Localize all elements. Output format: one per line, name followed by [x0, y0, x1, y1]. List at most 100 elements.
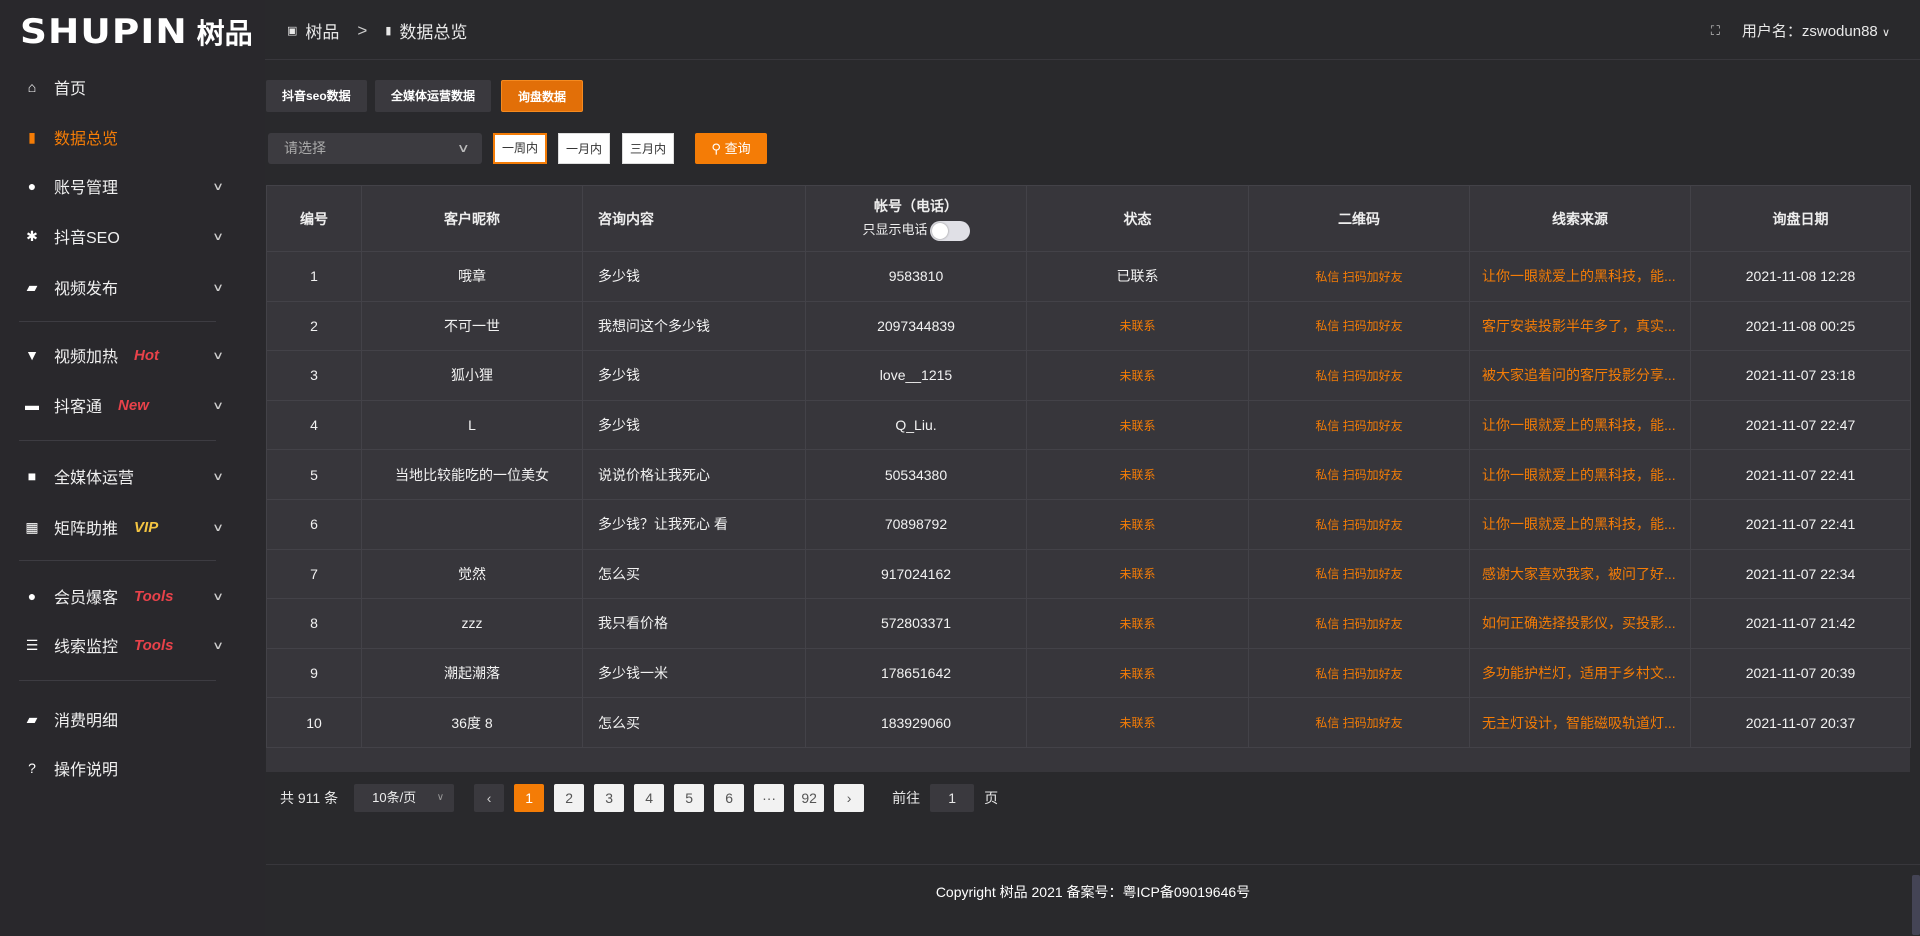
sidebar-item-4[interactable]: ▰ 视频发布 ∨: [0, 267, 265, 307]
cell-date: 2021-11-07 22:41: [1690, 498, 1911, 550]
breadcrumb-root[interactable]: 树品: [305, 23, 340, 42]
cell-account: 50534380: [805, 449, 1027, 500]
cell-id: 4: [266, 399, 362, 451]
cell-source[interactable]: 让你一眼就爱上的黑科技，能...: [1469, 399, 1691, 451]
cell-qrcode[interactable]: 私信 扫码加好友: [1248, 598, 1470, 649]
sidebar-item-label: 全媒体运营: [54, 470, 135, 487]
cell-source[interactable]: 无主灯设计，智能磁吸轨道灯...: [1469, 697, 1691, 748]
cell-source[interactable]: 让你一眼就爱上的黑科技，能...: [1469, 449, 1691, 500]
sidebar-item-label: 操作说明: [54, 762, 119, 779]
sidebar-item-9[interactable]: ● 会员爆客 Tools ∨: [0, 576, 265, 616]
wallet-icon: ▰: [26, 710, 38, 727]
scrollbar[interactable]: [1912, 875, 1920, 935]
monitor-icon: ■: [27, 468, 37, 484]
user-icon: ●: [27, 588, 37, 604]
logo-text: SHUPIN: [20, 12, 188, 52]
sidebar: SHUPIN 树品 ⌂ 首页 ▮ 数据总览 ● 账号管理 ∨ ✱ 抖音SEO ∨ ▰ 视频发布 ∨ ▼ 视频…: [0, 0, 265, 936]
cell-source[interactable]: 客厅安装投影半年多了，真实...: [1469, 300, 1691, 352]
sidebar-item-8[interactable]: ▦ 矩阵助推 VIP ∨: [0, 507, 265, 547]
page-button[interactable]: 3: [594, 784, 625, 812]
cell-source[interactable]: 被大家追着问的客厅投影分享...: [1469, 350, 1691, 401]
range-month[interactable]: 一月内: [558, 133, 610, 164]
cell-id: 8: [266, 598, 362, 649]
page-button[interactable]: 4: [634, 784, 665, 812]
cell-source[interactable]: 感谢大家喜欢我家，被问了好...: [1469, 548, 1691, 600]
header-account-label: 帐号（电话）: [874, 198, 958, 215]
cell-account: 572803371: [805, 598, 1027, 649]
breadcrumb-home-icon: ▣: [287, 25, 298, 37]
cell-id: 1: [266, 251, 362, 302]
tab-inquiry[interactable]: 询盘数据: [501, 80, 584, 112]
tab-douyin-seo[interactable]: 抖音seo数据: [266, 80, 367, 112]
user-menu[interactable]: 用户名：zswodun88 ∨: [1742, 20, 1890, 41]
sidebar-badge: Tools: [134, 636, 174, 654]
range-week[interactable]: 一周内: [493, 133, 547, 164]
cell-nickname: 哦章: [361, 251, 583, 302]
sidebar-item-6[interactable]: ▬ 抖客通 New ∨: [0, 385, 265, 425]
breadcrumb: ▣ 树品 > ▮ 数据总览: [287, 18, 467, 43]
table-row: 10 36度 8 怎么买 183929060 未联系 私信 扫码加好友 无主灯设计，智能磁吸…: [266, 697, 1911, 748]
next-page-button[interactable]: ›: [834, 784, 865, 812]
sidebar-badge: New: [118, 396, 149, 414]
bar-chart-icon: ▮: [385, 25, 392, 37]
sidebar-item-label: 账号管理: [54, 180, 119, 197]
header-id: 编号: [266, 185, 362, 252]
cell-nickname: 觉然: [361, 548, 583, 600]
cell-qrcode[interactable]: 私信 扫码加好友: [1248, 697, 1470, 748]
sidebar-item-5[interactable]: ▼ 视频加热 Hot ∨: [0, 335, 265, 375]
logo[interactable]: SHUPIN 树品: [20, 12, 253, 52]
source-select[interactable]: 请选择 ∨: [268, 133, 482, 164]
cell-qrcode[interactable]: 私信 扫码加好友: [1248, 350, 1470, 401]
page-size-select[interactable]: 10条/页 ∨: [354, 784, 455, 812]
cell-qrcode[interactable]: 私信 扫码加好友: [1248, 300, 1470, 352]
page-button[interactable]: 5: [674, 784, 705, 812]
range-three-months[interactable]: 三月内: [622, 133, 674, 164]
cell-id: 7: [266, 548, 362, 600]
cell-nickname: 狐小狸: [361, 350, 583, 401]
cell-qrcode[interactable]: 私信 扫码加好友: [1248, 548, 1470, 600]
fullscreen-icon[interactable]: ⛶: [1710, 22, 1720, 38]
prev-page-button[interactable]: ‹: [474, 784, 505, 812]
sidebar-item-label: 线索监控: [54, 639, 119, 656]
cell-status: 未联系: [1026, 548, 1249, 600]
sidebar-item-0[interactable]: ⌂ 首页: [0, 67, 265, 107]
page-button[interactable]: ···: [754, 784, 785, 812]
cell-qrcode[interactable]: 私信 扫码加好友: [1248, 399, 1470, 451]
cell-account: 2097344839: [805, 300, 1027, 352]
bar-chart-icon: ▮: [28, 128, 36, 145]
cell-content: 我想问这个多少钱: [582, 300, 806, 352]
cell-nickname: 36度 8: [361, 697, 583, 748]
cell-source[interactable]: 多功能护栏灯，适用于乡村文...: [1469, 647, 1691, 699]
chevron-down-icon: ∨: [436, 792, 445, 803]
cell-source[interactable]: 让你一眼就爱上的黑科技，能...: [1469, 251, 1691, 302]
cell-qrcode[interactable]: 私信 扫码加好友: [1248, 251, 1470, 302]
sidebar-item-2[interactable]: ● 账号管理 ∨: [0, 166, 265, 206]
phone-only-toggle[interactable]: [929, 220, 970, 241]
sidebar-item-1[interactable]: ▮ 数据总览: [0, 117, 265, 157]
sidebar-item-label: 视频加热: [54, 349, 119, 366]
table-row: 1 哦章 多少钱 9583810 已联系 私信 扫码加好友 让你一眼就爱上的黑科技，能...…: [266, 251, 1911, 302]
tab-all-media[interactable]: 全媒体运营数据: [375, 80, 492, 112]
cell-date: 2021-11-07 20:39: [1690, 647, 1911, 699]
sidebar-item-11[interactable]: ▰ 消费明细: [0, 699, 265, 739]
sidebar-item-3[interactable]: ✱ 抖音SEO ∨: [0, 216, 265, 256]
page-button[interactable]: 1: [514, 784, 545, 812]
cell-qrcode[interactable]: 私信 扫码加好友: [1248, 647, 1470, 699]
cell-id: 5: [266, 449, 362, 500]
goto-page-input[interactable]: 1: [930, 784, 975, 812]
cell-content: 说说价格让我死心: [582, 449, 806, 500]
sidebar-item-12[interactable]: ? 操作说明: [0, 748, 265, 788]
cell-qrcode[interactable]: 私信 扫码加好友: [1248, 449, 1470, 500]
query-button[interactable]: ⚲ 查询: [695, 133, 767, 164]
sidebar-item-7[interactable]: ■ 全媒体运营 ∨: [0, 456, 265, 496]
page-button[interactable]: 6: [714, 784, 745, 812]
cell-source[interactable]: 让你一眼就爱上的黑科技，能...: [1469, 498, 1691, 550]
table-row: 5 当地比较能吃的一位美女 说说价格让我死心 50534380 未联系 私信 扫码加好友让…: [266, 449, 1911, 500]
page-button[interactable]: 2: [554, 784, 585, 812]
cell-nickname: 潮起潮落: [361, 647, 583, 699]
cell-status: 未联系: [1026, 350, 1249, 401]
cell-source[interactable]: 如何正确选择投影仪，买投影...: [1469, 598, 1691, 649]
cell-qrcode[interactable]: 私信 扫码加好友: [1248, 498, 1470, 550]
page-button[interactable]: 92: [794, 784, 825, 812]
sidebar-item-10[interactable]: ☰ 线索监控 Tools ∨: [0, 625, 265, 665]
